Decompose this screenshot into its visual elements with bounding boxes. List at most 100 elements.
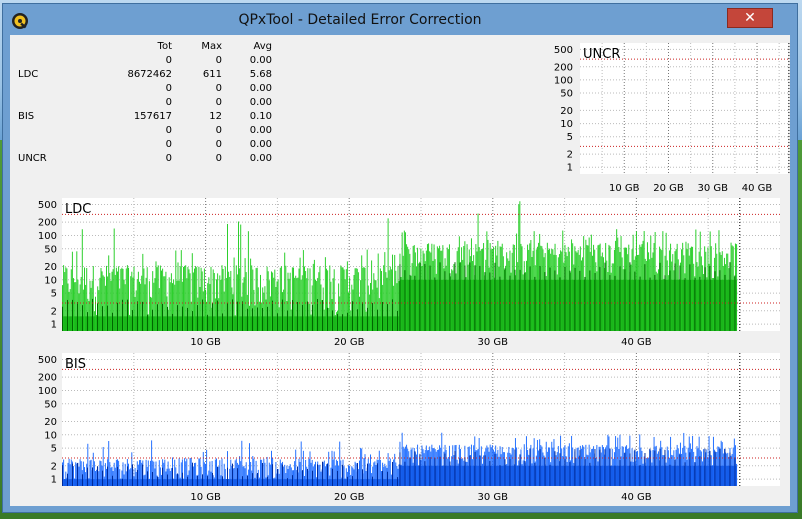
data-bar (130, 276, 132, 331)
data-bar (662, 231, 664, 331)
data-bar (253, 289, 255, 331)
data-bar (192, 466, 194, 486)
ldc-chart: 1 2 5 10 20 50 100 200 500 10 GB 20 GB 30 GB 40 GB LD… (38, 198, 780, 348)
data-bar (65, 267, 67, 331)
data-bar (387, 453, 389, 486)
data-bar (126, 265, 128, 331)
data-bar (342, 314, 343, 331)
data-bar (483, 243, 485, 331)
data-bar (599, 449, 601, 486)
data-bar (397, 477, 398, 486)
data-bar (249, 305, 250, 331)
data-bar (242, 476, 243, 486)
data-bar (612, 458, 614, 486)
data-bar (496, 255, 498, 331)
data-bar (85, 284, 87, 331)
data-bar (577, 250, 579, 331)
data-bar (280, 463, 282, 486)
data-bar (516, 447, 518, 486)
data-bar (267, 271, 269, 331)
data-bar (639, 434, 641, 486)
y-tick-label: 5 (51, 444, 57, 455)
data-bar (456, 459, 458, 486)
data-bar (554, 451, 556, 486)
stats-row-max: 0 (215, 153, 222, 164)
data-bar (124, 284, 126, 331)
data-bar (292, 475, 293, 486)
data-bar (686, 249, 688, 331)
data-bar (210, 266, 212, 331)
data-bar (571, 435, 573, 486)
data-bar (152, 271, 154, 331)
data-bar (555, 455, 557, 486)
data-bar (553, 439, 555, 486)
data-bar (155, 261, 157, 331)
data-bar (179, 477, 181, 486)
data-bar (286, 300, 288, 331)
data-bar (243, 465, 245, 486)
data-bar (137, 301, 138, 331)
data-bar (665, 462, 667, 486)
data-bar (712, 278, 714, 331)
stats-row: 0 0 0.00 (10, 55, 272, 69)
data-bar (82, 289, 84, 331)
stats-row: 0 0 0.00 (10, 97, 272, 111)
data-bar (302, 250, 304, 331)
data-bar (308, 303, 310, 331)
data-bar (591, 448, 593, 486)
data-bar (384, 463, 386, 486)
data-bar (357, 463, 358, 486)
data-bar (466, 244, 468, 331)
y-tick-label: 20 (44, 417, 57, 428)
data-bar (133, 476, 135, 486)
data-bar (692, 435, 694, 486)
data-bar (235, 265, 237, 331)
data-bar (528, 249, 530, 331)
data-bar (342, 464, 343, 486)
data-bar (305, 459, 307, 486)
x-tick-label: 30 GB (698, 183, 729, 194)
data-bar (732, 246, 734, 331)
data-bar (192, 272, 194, 331)
data-bar (205, 463, 206, 486)
data-bar (434, 277, 436, 331)
data-bar (420, 248, 422, 331)
data-bar (532, 250, 534, 331)
data-bar (408, 249, 410, 331)
data-bar (225, 278, 227, 331)
data-bar (605, 447, 607, 486)
data-bar (96, 469, 98, 486)
data-bar (425, 445, 427, 486)
data-bar (187, 476, 188, 486)
close-icon: ✕ (744, 10, 756, 26)
data-bar (518, 460, 520, 486)
data-bar (478, 437, 480, 486)
data-bar (502, 452, 504, 486)
data-bar (549, 464, 551, 486)
data-bar (594, 449, 596, 486)
data-bar (528, 454, 530, 486)
data-bar (364, 454, 366, 486)
data-bar (363, 266, 365, 331)
data-bar (378, 450, 380, 486)
data-bar (79, 284, 81, 331)
data-bar (679, 265, 681, 331)
data-bar (500, 454, 502, 486)
data-bar (225, 479, 227, 486)
data-bar (340, 460, 342, 486)
data-bar (412, 462, 414, 486)
data-bar (243, 277, 245, 331)
data-bar (381, 271, 382, 331)
data-bar (627, 448, 629, 486)
data-bar (349, 277, 351, 331)
data-bar (387, 471, 388, 486)
y-tick-label: 20 (560, 106, 573, 117)
data-bar (312, 466, 314, 486)
close-button[interactable]: ✕ (727, 8, 773, 28)
title-bar[interactable]: QPxTool - Detailed Error Correction ✕ (3, 4, 797, 36)
data-bar (250, 461, 252, 486)
data-bar (212, 302, 213, 331)
data-bar (216, 458, 217, 486)
data-bar (619, 266, 621, 331)
data-bar (453, 455, 455, 486)
